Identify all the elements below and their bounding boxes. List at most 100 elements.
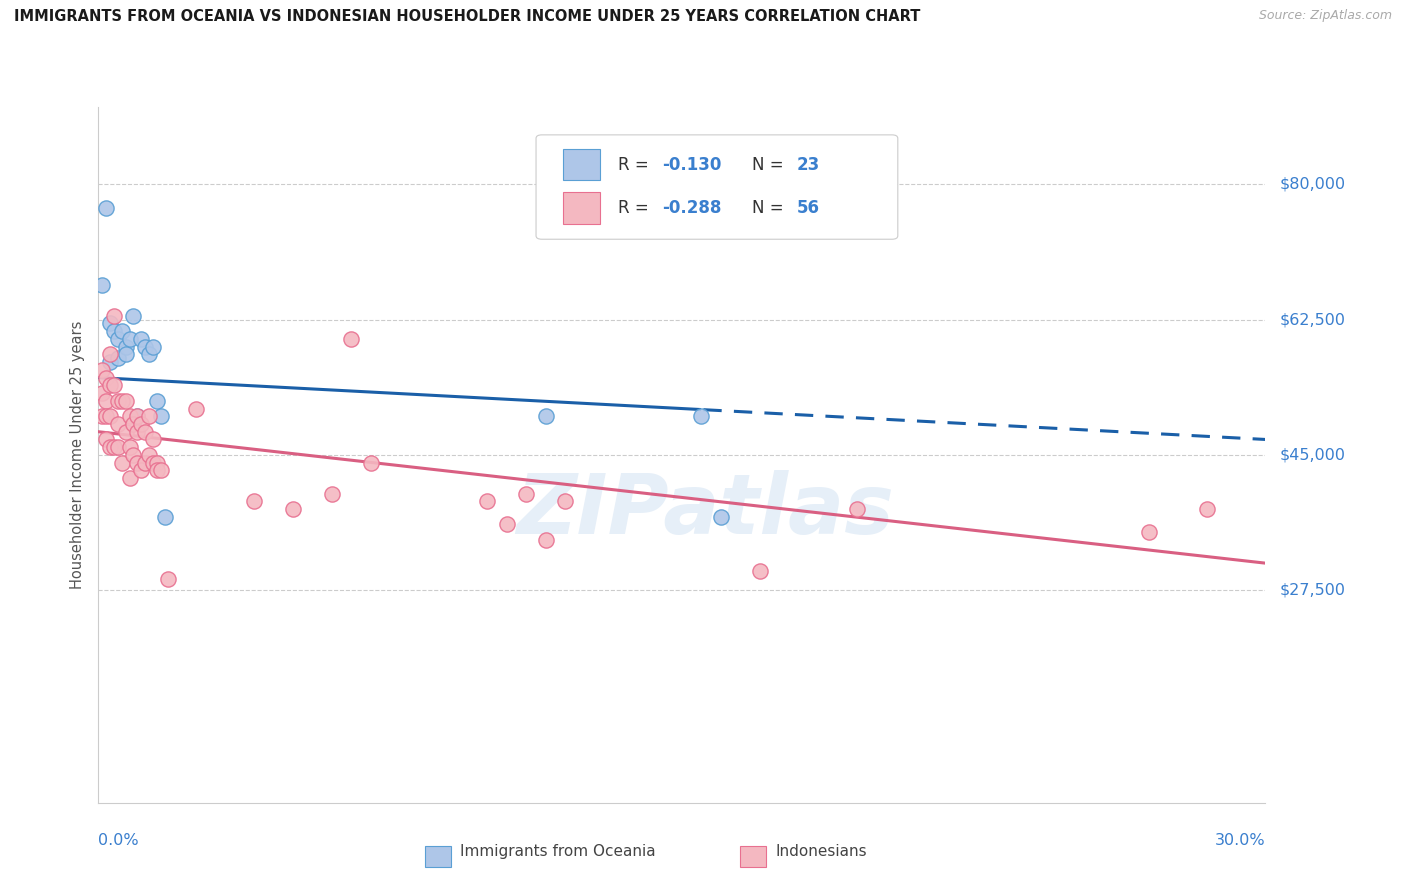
Point	[98, 409, 121, 424]
Point	[103, 309, 125, 323]
Text: 56: 56	[796, 199, 820, 217]
Text: $27,500: $27,500	[1279, 582, 1346, 598]
Point	[122, 309, 145, 323]
Point	[107, 393, 129, 408]
Y-axis label: Householder Income Under 25 years: Householder Income Under 25 years	[70, 321, 86, 589]
Point	[134, 456, 156, 470]
Point	[340, 332, 363, 346]
Point	[107, 332, 129, 346]
Point	[146, 393, 169, 408]
Point	[129, 417, 152, 431]
Text: Indonesians: Indonesians	[775, 844, 868, 859]
Text: -0.288: -0.288	[662, 199, 721, 217]
Point	[149, 409, 172, 424]
Text: R =: R =	[617, 156, 654, 174]
Point	[118, 409, 141, 424]
Point	[91, 386, 114, 401]
Text: Immigrants from Oceania: Immigrants from Oceania	[460, 844, 655, 859]
Point	[96, 433, 118, 447]
Point	[360, 456, 382, 470]
Point	[107, 351, 129, 366]
Point	[515, 486, 537, 500]
Point	[122, 417, 145, 431]
Point	[146, 463, 169, 477]
FancyBboxPatch shape	[536, 135, 898, 239]
Text: 30.0%: 30.0%	[1215, 833, 1265, 848]
Text: ZIPatlas: ZIPatlas	[516, 470, 894, 551]
Point	[122, 448, 145, 462]
Text: N =: N =	[752, 199, 789, 217]
Point	[107, 417, 129, 431]
Point	[127, 425, 149, 439]
Text: N =: N =	[752, 156, 789, 174]
Point	[845, 502, 868, 516]
Point	[91, 409, 114, 424]
Point	[91, 277, 114, 292]
Text: R =: R =	[617, 199, 654, 217]
Point	[98, 317, 121, 331]
Point	[114, 347, 136, 361]
Point	[534, 409, 557, 424]
Point	[138, 347, 160, 361]
Text: 23: 23	[796, 156, 820, 174]
Point	[91, 363, 114, 377]
Point	[96, 393, 118, 408]
Point	[127, 456, 149, 470]
Text: $62,500: $62,500	[1279, 312, 1346, 327]
Point	[98, 440, 121, 454]
Point	[534, 533, 557, 547]
Point	[134, 425, 156, 439]
Point	[1195, 502, 1218, 516]
Bar	[562, 193, 600, 224]
Point	[138, 409, 160, 424]
Point	[118, 471, 141, 485]
Point	[153, 509, 176, 524]
Point	[1137, 525, 1160, 540]
Point	[103, 378, 125, 392]
Point	[690, 409, 713, 424]
Text: $80,000: $80,000	[1279, 177, 1346, 192]
Point	[98, 355, 121, 369]
Point	[149, 463, 172, 477]
Point	[142, 433, 165, 447]
Point	[127, 409, 149, 424]
Text: $45,000: $45,000	[1279, 448, 1346, 462]
Point	[748, 564, 770, 578]
Point	[554, 494, 576, 508]
Point	[111, 393, 134, 408]
Point	[98, 347, 121, 361]
Bar	[741, 846, 766, 867]
Point	[157, 572, 180, 586]
Bar	[562, 149, 600, 180]
Point	[111, 324, 134, 338]
Text: Source: ZipAtlas.com: Source: ZipAtlas.com	[1258, 9, 1392, 22]
Point	[138, 448, 160, 462]
Text: IMMIGRANTS FROM OCEANIA VS INDONESIAN HOUSEHOLDER INCOME UNDER 25 YEARS CORRELAT: IMMIGRANTS FROM OCEANIA VS INDONESIAN HO…	[14, 9, 921, 24]
Point	[118, 440, 141, 454]
Point	[114, 425, 136, 439]
Point	[103, 324, 125, 338]
Text: -0.130: -0.130	[662, 156, 721, 174]
Point	[103, 440, 125, 454]
Point	[477, 494, 499, 508]
Point	[495, 517, 517, 532]
Point	[107, 440, 129, 454]
Point	[142, 340, 165, 354]
Point	[114, 393, 136, 408]
Point	[710, 509, 733, 524]
Point	[98, 378, 121, 392]
Point	[96, 370, 118, 384]
Point	[111, 456, 134, 470]
Point	[114, 340, 136, 354]
Point	[281, 502, 304, 516]
Point	[243, 494, 266, 508]
Text: 0.0%: 0.0%	[98, 833, 139, 848]
Point	[146, 456, 169, 470]
Point	[129, 463, 152, 477]
Point	[96, 409, 118, 424]
Point	[321, 486, 343, 500]
Point	[96, 201, 118, 215]
Point	[184, 401, 207, 416]
Point	[134, 340, 156, 354]
Point	[118, 332, 141, 346]
